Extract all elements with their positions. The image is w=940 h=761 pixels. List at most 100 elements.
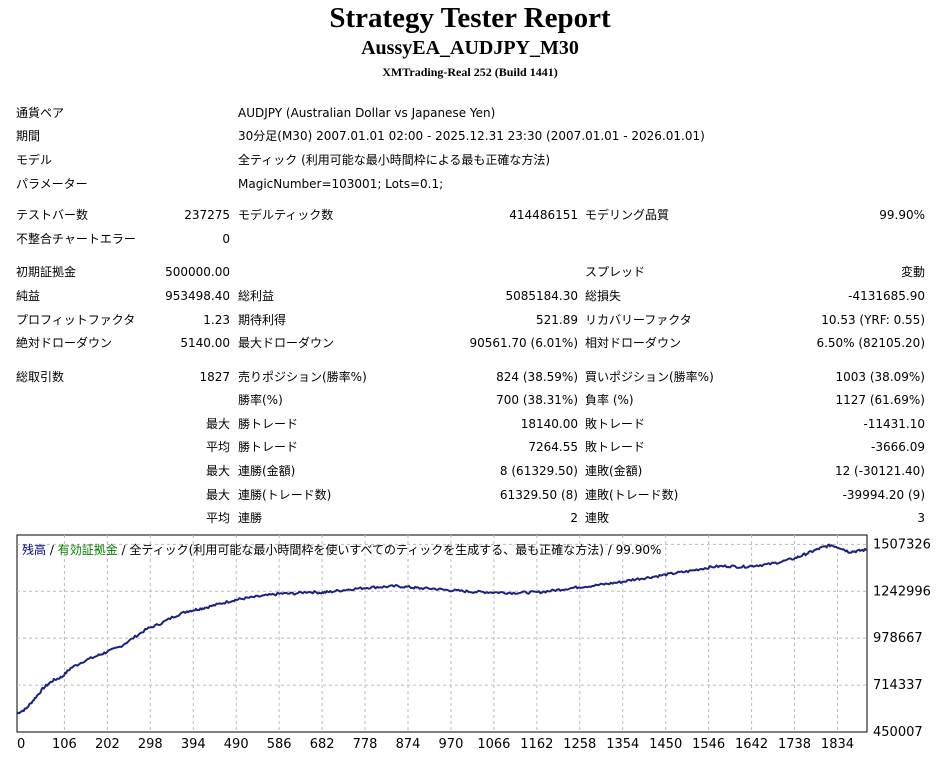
stat-value-avg-consec-wins: 2 [570, 511, 578, 525]
stat-value-abs-dd: 5140.00 [180, 336, 230, 350]
y-tick-label: 1242996 [873, 584, 931, 599]
x-tick-label: 1642 [735, 737, 768, 752]
stat-label-consec-losses-money: 連敗(金額) [585, 464, 643, 478]
x-tick-label: 1546 [692, 737, 725, 752]
stat-value-largest-win: 18140.00 [520, 417, 578, 431]
stat-label-gross-profit: 総利益 [238, 289, 275, 303]
stat-value-mismatch: 0 [222, 232, 230, 246]
stat-label-loss-pct: 負率 (%) [585, 393, 634, 407]
x-tick-label: 1738 [778, 737, 811, 752]
stat-value-avg-consec-losses: 3 [917, 511, 925, 525]
legend-balance: 残高 [22, 543, 47, 557]
stat-label-avg-consec-losses: 連敗 [585, 511, 610, 525]
stat-value-spread: 変動 [900, 265, 925, 279]
stat-label-abs-dd: 絶対ドローダウン [16, 336, 113, 350]
info-label: パラメーター [16, 177, 88, 191]
x-tick-label: 394 [181, 737, 206, 752]
stat-value-consec-losses-count: -39994.20 (9) [842, 488, 925, 502]
x-tick-label: 0 [17, 737, 25, 752]
stat-label-consec-wins-count: 連勝(トレード数) [238, 488, 332, 502]
stat-value-loss-pct: 1127 (61.69%) [835, 393, 925, 407]
stat-label-profit-factor: プロフィットファクタ [16, 313, 136, 327]
balance-series-line [16, 543, 868, 715]
stat-label-consec-wins-money: 連勝(金額) [238, 464, 296, 478]
stat-value-gross-loss: -4131685.90 [848, 289, 925, 303]
plot-frame [16, 534, 868, 733]
stat-value-long: 1003 (38.09%) [835, 370, 925, 384]
x-tick-label: 1450 [649, 737, 682, 752]
x-tick-label: 1354 [606, 737, 639, 752]
stat-value-largest-loss: -11431.10 [863, 417, 925, 431]
stat-label-trades: 総取引数 [16, 370, 65, 384]
stat-label-largest-win: 勝トレード [238, 417, 299, 431]
x-tick-label: 778 [353, 737, 378, 752]
stat-value-avg-loss: -3666.09 [871, 440, 925, 454]
info-value: 全ティック (利用可能な最小時間枠による最も正確な方法) [238, 153, 551, 167]
chart-svg: 1507326 1242996 978667 714337 450007 0 106 202 2… [16, 534, 931, 752]
x-tick-label: 1162 [520, 737, 553, 752]
stat-value-consec-losses-money: 12 (-30121.40) [834, 464, 925, 478]
stat-value-bars: 237275 [184, 208, 230, 222]
stat-value-consec-wins-count: 61329.50 (8) [499, 488, 578, 502]
stat-label-avg-win: 勝トレード [238, 440, 299, 454]
x-tick-label: 874 [396, 737, 421, 752]
stat-value-avg-win: 7264.55 [528, 440, 578, 454]
stat-value-recovery: 10.53 (YRF: 0.55) [821, 313, 925, 327]
x-tick-label: 106 [52, 737, 77, 752]
stat-value-max-dd: 90561.70 (6.01%) [469, 336, 578, 350]
y-tick-label: 714337 [873, 678, 923, 693]
stat-label-recovery: リカバリーファクタ [585, 313, 692, 327]
y-tick-label: 450007 [873, 725, 923, 740]
stat-label-consec-losses-count: 連敗(トレード数) [585, 488, 679, 502]
info-value: AUDJPY (Australian Dollar vs Japanese Ye… [238, 106, 496, 120]
balance-chart: 1507326 1242996 978667 714337 450007 0 106 202 2… [16, 534, 936, 756]
stat-value-short: 824 (38.59%) [496, 370, 578, 384]
info-label: 通貨ペア [16, 106, 65, 120]
stat-label-largest-loss: 敗トレード [585, 417, 646, 431]
stat-label-net: 純益 [16, 289, 41, 303]
stat-prefix-max: 最大 [205, 488, 230, 502]
stat-value-deposit: 500000.00 [165, 265, 230, 279]
info-value: 30分足(M30) 2007.01.01 02:00 - 2025.12.31 … [238, 129, 705, 143]
chart-legend: 残高 / 有効証拠金 / 全ティック(利用可能な最小時間枠を使いすべてのティック… [22, 541, 661, 558]
stat-label-rel-dd: 相対ドローダウン [585, 336, 682, 350]
stat-label-avg-loss: 敗トレード [585, 440, 646, 454]
stat-label-avg-consec-wins: 連勝 [238, 511, 263, 525]
stat-label-deposit: 初期証拠金 [16, 265, 77, 279]
stat-value-consec-wins-money: 8 (61329.50) [499, 464, 578, 478]
legend-description: / 全ティック(利用可能な最小時間枠を使いすべてのティックを生成する、最も正確な… [117, 543, 662, 557]
stat-label-long: 買いポジション(勝率%) [585, 370, 714, 384]
y-tick-label: 978667 [873, 631, 923, 646]
stat-prefix-avg: 平均 [205, 511, 230, 525]
stat-label-max-dd: 最大ドローダウン [238, 336, 335, 350]
stat-value-gross-profit: 5085184.30 [505, 289, 578, 303]
x-tick-label: 1066 [477, 737, 510, 752]
x-tick-label: 490 [224, 737, 249, 752]
info-label: モデル [16, 153, 53, 167]
x-tick-label: 1258 [563, 737, 596, 752]
stat-prefix-max: 最大 [205, 464, 230, 478]
info-label: 期間 [16, 129, 41, 143]
stat-value-win-pct: 700 (38.31%) [496, 393, 578, 407]
stat-value-ticks: 414486151 [509, 208, 578, 222]
stat-value-net: 953498.40 [165, 289, 230, 303]
stat-label-short: 売りポジション(勝率%) [238, 370, 367, 384]
y-tick-label: 1507326 [873, 537, 931, 552]
stat-value-profit-factor: 1.23 [203, 313, 230, 327]
stat-label-gross-loss: 総損失 [585, 289, 622, 303]
stat-label-spread: スプレッド [585, 265, 646, 279]
stat-prefix-max: 最大 [205, 417, 230, 431]
stat-value-rel-dd: 6.50% (82105.20) [816, 336, 925, 350]
stat-label-quality: モデリング品質 [585, 208, 670, 222]
stat-prefix-avg: 平均 [205, 440, 230, 454]
info-value: MagicNumber=103001; Lots=0.1; [238, 177, 444, 191]
x-tick-label: 298 [138, 737, 163, 752]
stat-value-expected: 521.89 [536, 313, 578, 327]
x-tick-label: 586 [267, 737, 292, 752]
stat-label-ticks: モデルティック数 [238, 208, 334, 222]
stat-label-bars: テストバー数 [16, 208, 89, 222]
stat-value-quality: 99.90% [879, 208, 925, 222]
x-tick-label: 682 [310, 737, 335, 752]
stat-label-win-pct: 勝率(%) [238, 393, 283, 407]
expert-name: AussyEA_AUDJPY_M30 [361, 37, 579, 59]
